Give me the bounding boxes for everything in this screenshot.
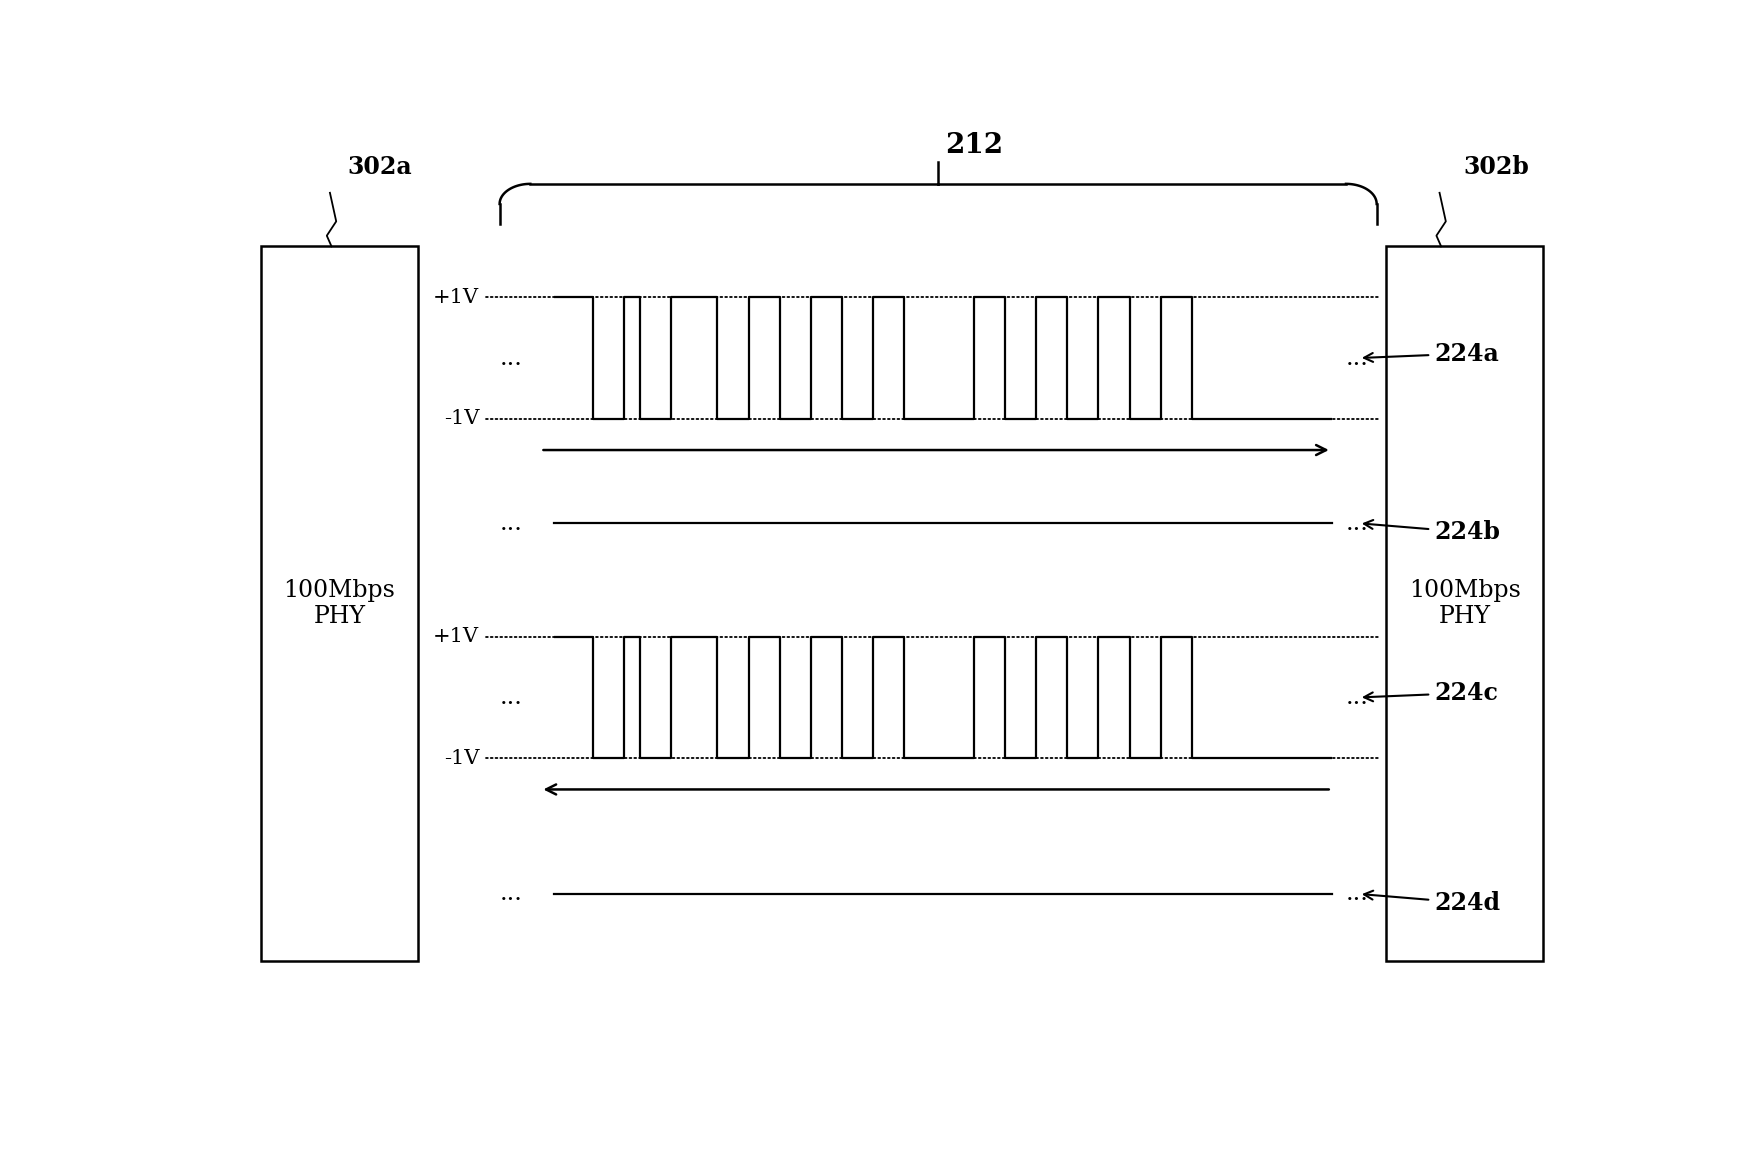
Text: ...: ... bbox=[1345, 347, 1368, 370]
Bar bbox=[1387, 246, 1544, 960]
Text: 100Mbps
PHY: 100Mbps PHY bbox=[283, 579, 396, 629]
Text: ...: ... bbox=[500, 512, 523, 535]
Text: 302a: 302a bbox=[347, 155, 412, 180]
Text: ...: ... bbox=[1345, 512, 1368, 535]
Text: ...: ... bbox=[500, 686, 523, 709]
Text: -1V: -1V bbox=[444, 409, 479, 428]
Text: 100Mbps
PHY: 100Mbps PHY bbox=[1408, 579, 1521, 629]
Text: 224d: 224d bbox=[1364, 891, 1500, 915]
Text: 224b: 224b bbox=[1364, 520, 1500, 544]
Text: ...: ... bbox=[1345, 686, 1368, 709]
Text: 212: 212 bbox=[945, 132, 1003, 159]
Text: ...: ... bbox=[500, 883, 523, 906]
Text: ...: ... bbox=[500, 347, 523, 370]
Text: 224c: 224c bbox=[1364, 681, 1498, 705]
Text: +1V: +1V bbox=[433, 288, 479, 306]
Bar bbox=[260, 246, 417, 960]
Text: +1V: +1V bbox=[433, 628, 479, 646]
Text: 224a: 224a bbox=[1364, 341, 1500, 365]
Text: ...: ... bbox=[1345, 883, 1368, 906]
Text: -1V: -1V bbox=[444, 748, 479, 768]
Text: 302b: 302b bbox=[1464, 155, 1529, 180]
